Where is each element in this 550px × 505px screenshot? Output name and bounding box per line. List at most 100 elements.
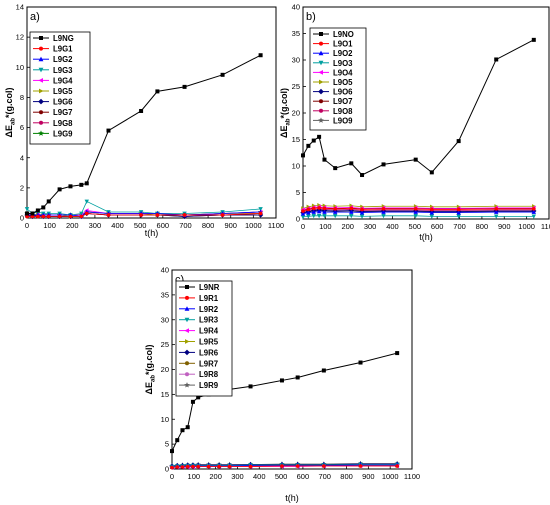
data-point xyxy=(279,378,284,383)
data-point xyxy=(182,84,187,89)
data-point xyxy=(190,399,195,404)
legend-swatch-marker xyxy=(38,67,44,73)
y-axis-label-main: ΔE xyxy=(279,126,289,138)
data-point xyxy=(430,207,434,212)
data-point xyxy=(349,214,354,219)
legend-entry: L9O5 xyxy=(333,78,353,87)
data-point xyxy=(46,199,51,204)
x-tick-label: 1000 xyxy=(518,222,535,231)
series-line xyxy=(302,211,534,215)
data-point xyxy=(79,211,84,216)
data-point xyxy=(36,214,40,219)
panel-label: a) xyxy=(30,11,40,23)
legend-swatch-marker xyxy=(38,130,44,136)
data-point xyxy=(25,211,29,216)
legend-entry: L9R1 xyxy=(199,294,219,303)
y-axis-label-sub: ab xyxy=(151,375,157,382)
data-point xyxy=(322,206,327,211)
y-tick-label: 15 xyxy=(161,390,169,399)
data-point xyxy=(359,210,365,215)
data-point xyxy=(413,157,418,162)
data-point xyxy=(258,211,263,216)
data-point xyxy=(295,464,300,468)
data-point xyxy=(57,214,62,219)
data-point xyxy=(322,464,326,468)
legend-entry: L9O7 xyxy=(333,97,353,106)
x-tick-label: 300 xyxy=(364,222,377,231)
x-tick-label: 300 xyxy=(89,221,102,230)
series-L9R1 xyxy=(170,464,399,470)
y-tick-label: 2 xyxy=(20,183,24,192)
data-point xyxy=(413,207,418,211)
legend-swatch-marker xyxy=(185,295,189,300)
y-axis-label-tail: *(g.col) xyxy=(144,344,154,375)
data-point xyxy=(139,108,144,113)
series-line xyxy=(26,200,261,216)
series-L9O3 xyxy=(300,214,536,220)
y-tick-label: 40 xyxy=(161,266,169,275)
y-tick-label: 0 xyxy=(165,465,169,474)
legend-swatch-marker xyxy=(319,79,324,85)
panel-label: c) xyxy=(175,274,184,286)
data-point xyxy=(41,214,46,219)
x-tick-label: 1100 xyxy=(541,222,550,231)
x-tick-label: 900 xyxy=(498,222,511,231)
x-axis-label: t(h) xyxy=(145,228,159,238)
y-tick-label: 0 xyxy=(20,214,24,223)
y-tick-label: 0 xyxy=(296,215,300,224)
legend-swatch-marker xyxy=(318,70,323,75)
data-point xyxy=(175,465,180,469)
x-tick-label: 500 xyxy=(134,221,147,230)
data-point xyxy=(333,214,338,219)
data-point xyxy=(395,351,400,356)
legend-entry: L9O9 xyxy=(333,116,353,125)
data-point xyxy=(531,214,536,219)
data-point xyxy=(248,384,253,389)
legend-swatch-marker xyxy=(184,317,190,323)
y-axis-label-main: ΔE xyxy=(144,382,154,394)
data-point xyxy=(258,53,263,58)
data-point xyxy=(301,209,305,213)
series-L9NO xyxy=(301,37,536,178)
legend-entry: L9NG xyxy=(53,34,74,43)
data-point xyxy=(227,464,232,469)
legend-entry: L9R9 xyxy=(199,381,219,390)
data-point xyxy=(220,72,225,77)
legend-entry: L9G4 xyxy=(53,76,73,85)
legend-entry: L9R8 xyxy=(199,370,219,379)
legend-entry: L9O4 xyxy=(333,68,353,77)
data-point xyxy=(456,207,461,212)
legend-entry: L9G1 xyxy=(53,45,73,54)
legend-entry: L9O6 xyxy=(333,88,353,97)
x-tick-label: 300 xyxy=(231,472,244,481)
x-tick-label: 200 xyxy=(66,221,79,230)
legend-box xyxy=(309,27,367,131)
legend-entry: L9R2 xyxy=(199,305,219,314)
data-point xyxy=(106,128,111,133)
data-point xyxy=(531,207,536,211)
data-point xyxy=(429,210,435,215)
y-axis-label: ΔEab*(g.col) xyxy=(279,88,292,138)
data-point xyxy=(349,161,354,166)
data-point xyxy=(84,181,89,186)
y-tick-label: 10 xyxy=(161,415,169,424)
data-point xyxy=(381,214,386,219)
data-point xyxy=(180,465,185,469)
data-point xyxy=(84,211,89,216)
data-point xyxy=(217,464,221,469)
data-point xyxy=(306,207,311,212)
legend-swatch-marker xyxy=(185,339,190,344)
data-point xyxy=(196,395,201,400)
data-point xyxy=(360,207,364,212)
data-point xyxy=(456,214,461,219)
series-L9NG xyxy=(25,53,263,216)
data-point xyxy=(191,464,195,469)
legend-entry: L9R4 xyxy=(199,327,219,336)
data-point xyxy=(79,182,84,187)
data-point xyxy=(300,211,306,216)
data-point xyxy=(413,209,418,214)
data-point xyxy=(456,210,461,215)
data-point xyxy=(311,214,316,219)
